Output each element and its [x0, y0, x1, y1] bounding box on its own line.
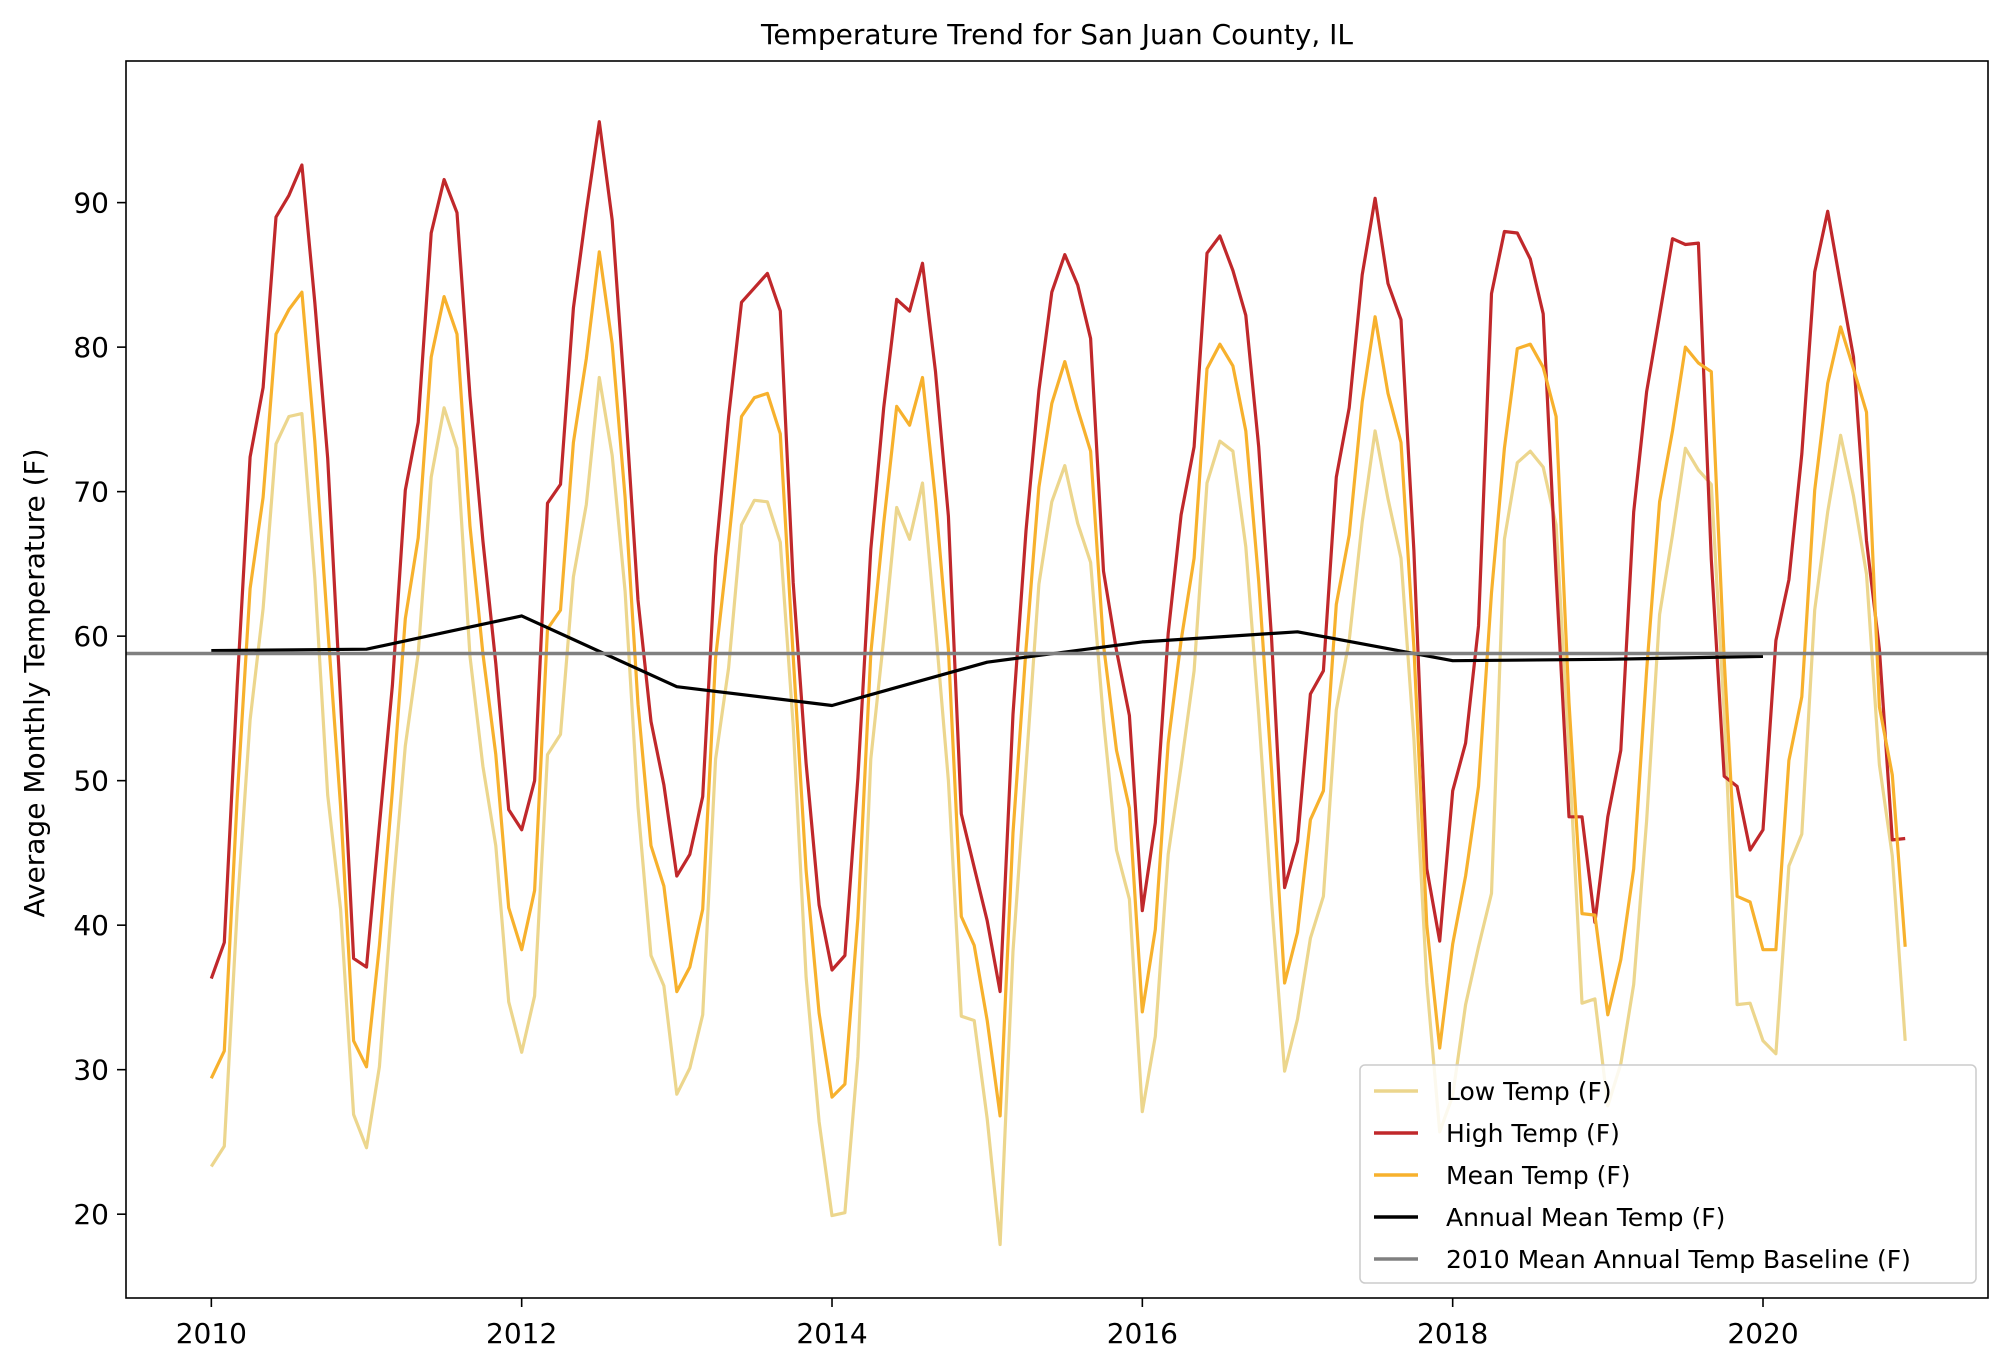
x-tick-label: 2018	[1417, 1317, 1488, 1350]
legend-box	[1359, 1064, 1977, 1284]
y-axis-label: Average Monthly Temperature (F)	[18, 448, 51, 917]
x-tick-label: 2016	[1107, 1317, 1178, 1350]
y-tick-label: 80	[73, 331, 109, 364]
legend-label: High Temp (F)	[1446, 1119, 1620, 1148]
x-tick-label: 2020	[1727, 1317, 1798, 1350]
series-line-1	[209, 120, 1906, 994]
plot-lines	[126, 120, 1988, 1247]
y-tick-label: 50	[73, 765, 109, 798]
y-tick-label: 90	[73, 187, 109, 220]
x-tick-label: 2010	[176, 1317, 247, 1350]
legend-label: 2010 Mean Annual Temp Baseline (F)	[1446, 1245, 1911, 1274]
legend: Low Temp (F) High Temp (F) Mean Temp (F) An…	[1359, 1064, 1977, 1284]
x-tick-label: 2014	[796, 1317, 867, 1350]
y-tick-label: 40	[73, 909, 109, 942]
series-line-3	[211, 614, 1764, 708]
series-line-2	[209, 250, 1907, 1118]
chart-title: Temperature Trend for San Juan County, I…	[760, 18, 1353, 51]
series-line-0	[209, 375, 1907, 1247]
y-tick-label: 60	[73, 620, 109, 653]
plot-frame	[125, 60, 1989, 1299]
y-tick-label: 70	[73, 476, 109, 509]
y-tick-label: 30	[73, 1054, 109, 1087]
y-tick-label: 20	[73, 1198, 109, 1231]
legend-label: Low Temp (F)	[1446, 1077, 1612, 1106]
legend-label: Mean Temp (F)	[1446, 1161, 1631, 1190]
x-tick-label: 2012	[486, 1317, 557, 1350]
legend-label: Annual Mean Temp (F)	[1446, 1203, 1725, 1232]
